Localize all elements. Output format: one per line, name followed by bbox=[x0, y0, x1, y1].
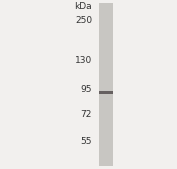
Text: kDa: kDa bbox=[74, 2, 92, 11]
Text: 95: 95 bbox=[81, 85, 92, 94]
Text: 130: 130 bbox=[75, 56, 92, 65]
Bar bbox=[99, 3, 113, 166]
Text: 72: 72 bbox=[81, 110, 92, 119]
Text: 55: 55 bbox=[81, 137, 92, 147]
Text: 250: 250 bbox=[75, 16, 92, 25]
Bar bbox=[99, 91, 113, 94]
